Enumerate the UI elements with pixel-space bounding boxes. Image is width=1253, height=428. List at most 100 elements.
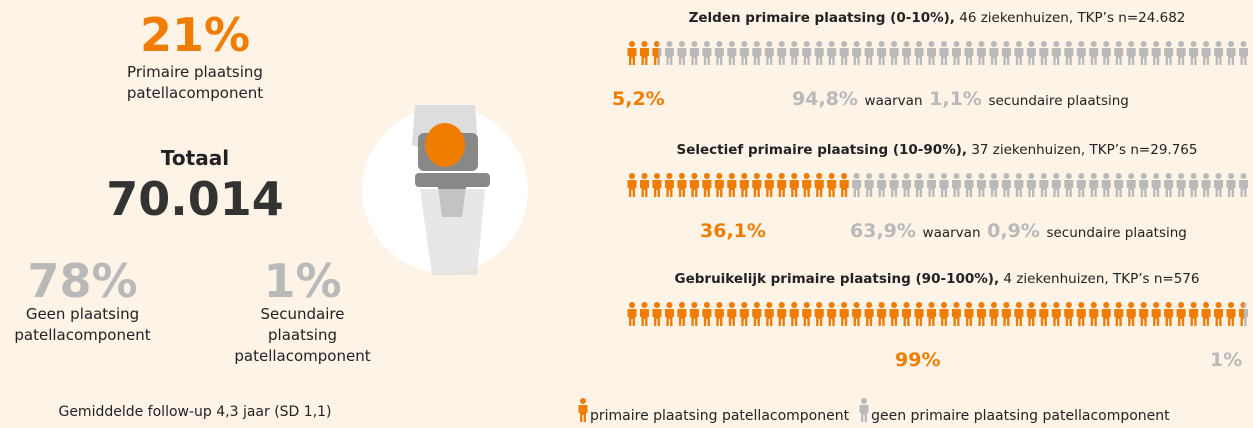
person-icon <box>715 41 724 65</box>
row-title-detail: 4 ziekenhuizen, TKP’s n=576 <box>1003 271 1199 287</box>
person-icon <box>1014 173 1023 197</box>
person-icon <box>702 41 711 65</box>
person-icon <box>752 41 761 65</box>
person-icon <box>665 41 674 65</box>
person-icon <box>1164 302 1173 326</box>
row-title-bold: Zelden primaire plaatsing (0-10%), <box>689 10 955 26</box>
person-icon <box>952 302 961 326</box>
person-icon <box>790 302 799 326</box>
person-icon <box>852 41 861 65</box>
person-icon <box>877 302 886 326</box>
person-icon <box>865 302 874 326</box>
icons-primary <box>628 302 1249 326</box>
person-icon <box>1239 173 1248 197</box>
person-icon <box>690 173 699 197</box>
total-value: 70.014 <box>70 176 320 222</box>
person-icon <box>890 173 899 197</box>
person-icon <box>702 173 711 197</box>
person-icon <box>1089 173 1098 197</box>
person-icon <box>765 173 774 197</box>
row-title-bold: Selectief primaire plaatsing (10-90%), <box>677 142 968 158</box>
secondary-label: 1,1% <box>929 88 982 110</box>
person-icon <box>852 173 861 197</box>
person-icon <box>1089 302 1098 326</box>
person-icon <box>1152 173 1161 197</box>
rest-label-group: 94,8% waarvan 1,1% secundaire plaatsing <box>792 88 1129 110</box>
person-icon <box>1214 302 1223 326</box>
person-icon <box>665 173 674 197</box>
person-icon <box>727 302 736 326</box>
row-title: Selectief primaire plaatsing (10-90%), 3… <box>617 142 1253 158</box>
person-icon <box>890 41 899 65</box>
person-icon <box>1002 302 1011 326</box>
person-icon <box>865 41 874 65</box>
person-icon <box>877 173 886 197</box>
person-icon <box>802 302 811 326</box>
row-title: Zelden primaire plaatsing (0-10%), 46 zi… <box>617 10 1253 26</box>
person-icon <box>1077 302 1086 326</box>
person-icon <box>628 302 637 326</box>
person-icon <box>840 302 849 326</box>
person-icon <box>1052 302 1061 326</box>
pictogram-row <box>626 40 1250 66</box>
person-icon <box>628 173 637 197</box>
person-icon <box>815 302 824 326</box>
person-icon <box>1227 41 1236 65</box>
person-icon <box>840 41 849 65</box>
person-icon <box>802 173 811 197</box>
person-icon <box>1127 173 1136 197</box>
person-icon <box>740 302 749 326</box>
primary-label: 5,2% <box>612 88 665 110</box>
person-icon <box>1189 173 1198 197</box>
person-icon <box>1114 41 1123 65</box>
row-title-detail: 46 ziekenhuizen, TKP’s n=24.682 <box>959 10 1185 26</box>
person-icon <box>827 173 836 197</box>
person-icon <box>1189 41 1198 65</box>
secondary-text: secundaire plaatsing <box>988 93 1128 109</box>
person-icon <box>690 302 699 326</box>
person-icon <box>777 173 786 197</box>
person-icon <box>1164 41 1173 65</box>
person-icon <box>1227 302 1236 326</box>
person-icon <box>1014 41 1023 65</box>
person-icon <box>1064 173 1073 197</box>
person-icon <box>1214 41 1223 65</box>
person-icon <box>977 302 986 326</box>
person-icon <box>740 173 749 197</box>
person-icon <box>802 41 811 65</box>
person-icon <box>677 302 686 326</box>
person-icon <box>1152 302 1161 326</box>
person-icon <box>777 302 786 326</box>
icons-rest <box>628 41 1249 65</box>
person-icon <box>989 173 998 197</box>
stat-value: 78% <box>0 258 165 304</box>
person-icon <box>652 302 661 326</box>
legend: primaire plaatsing patellacomponent geen… <box>578 398 1170 424</box>
person-icon <box>715 302 724 326</box>
secondary-text: secundaire plaatsing <box>1046 225 1186 241</box>
person-icon <box>1202 302 1211 326</box>
person-icon <box>852 302 861 326</box>
person-icon <box>640 302 649 326</box>
person-icon <box>915 302 924 326</box>
person-icon <box>1064 302 1073 326</box>
person-icon <box>1077 41 1086 65</box>
person-icon <box>727 173 736 197</box>
person-icon <box>815 41 824 65</box>
person-icon <box>927 173 936 197</box>
person-icon <box>1027 302 1036 326</box>
person-icon <box>752 302 761 326</box>
person-icon <box>1102 173 1111 197</box>
rest-label: 63,9% <box>850 220 916 242</box>
secondary-label: 0,9% <box>987 220 1040 242</box>
person-icon <box>827 41 836 65</box>
primary-label: 36,1% <box>700 220 766 242</box>
legend-icon <box>578 398 590 424</box>
person-icon <box>940 302 949 326</box>
person-icon <box>1139 41 1148 65</box>
person-icon <box>1177 173 1186 197</box>
person-icon <box>1002 41 1011 65</box>
primary-label: 99% <box>895 349 940 371</box>
person-icon <box>665 302 674 326</box>
person-icon <box>927 41 936 65</box>
